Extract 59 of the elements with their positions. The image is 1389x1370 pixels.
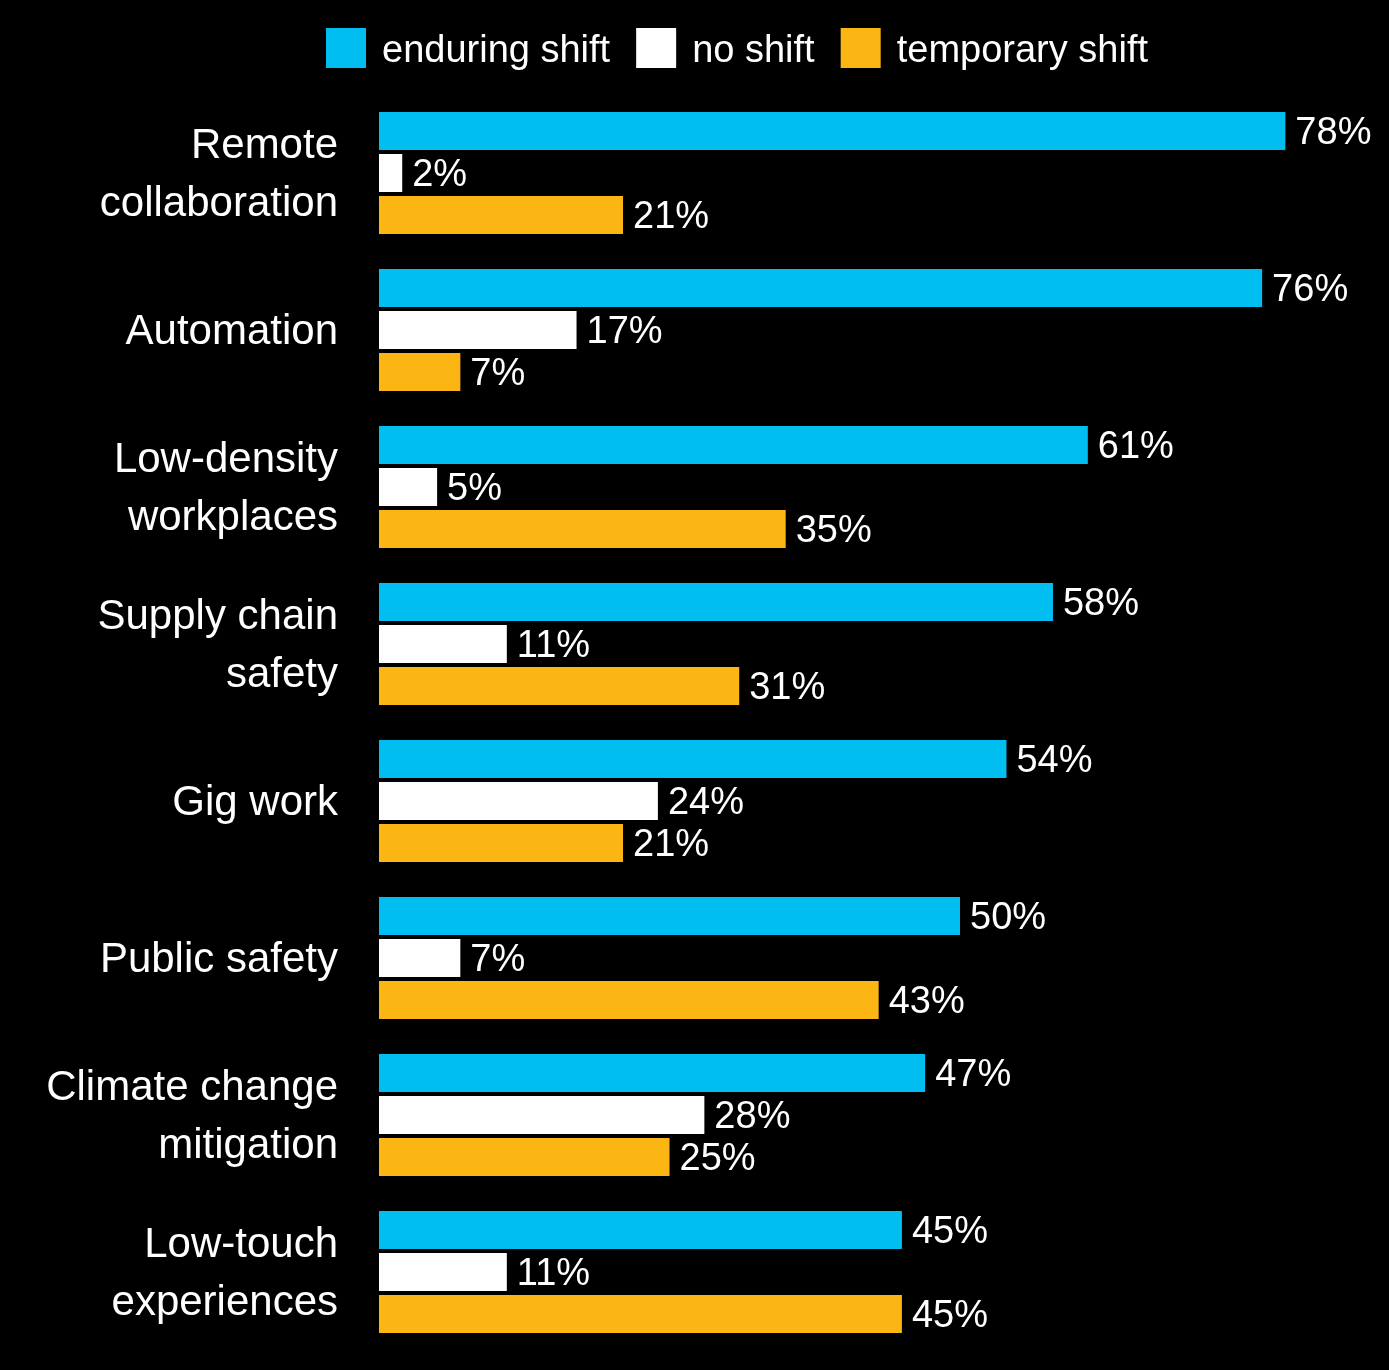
bar: [379, 468, 438, 506]
bar: [379, 583, 1053, 621]
y-tick-label: Remote collaboration: [88, 120, 338, 225]
bar: [379, 625, 507, 663]
data-label: 31%: [749, 665, 826, 707]
data-label: 17%: [586, 309, 663, 351]
bar: [379, 1054, 926, 1092]
bar: [379, 1211, 902, 1249]
data-label: 25%: [679, 1136, 756, 1178]
y-tick-label: Public safety: [99, 934, 338, 981]
data-label: 2%: [412, 152, 468, 194]
y-tick-label: Climate change mitigation: [46, 1062, 338, 1167]
y-tick-label: Low-touch experiences: [99, 1219, 338, 1324]
bar: [379, 824, 624, 862]
y-tick-label: Gig work: [172, 777, 339, 824]
y-tick-label: Automation: [125, 306, 338, 353]
bar: [379, 1253, 507, 1291]
y-tick-label: Low-density workplaces: [113, 434, 338, 539]
data-label: 21%: [633, 194, 710, 236]
bar: [379, 939, 461, 977]
data-label: 24%: [667, 780, 744, 822]
bar: [379, 782, 658, 820]
data-label: 54%: [1016, 738, 1093, 780]
legend-label: no shift: [692, 28, 816, 70]
y-tick-label: Supply chain safety: [97, 591, 338, 696]
bar: [379, 667, 740, 705]
data-label: 76%: [1272, 267, 1349, 309]
data-label: 7%: [470, 351, 526, 393]
bar: [379, 1138, 670, 1176]
data-label: 47%: [935, 1052, 1012, 1094]
bar: [379, 981, 879, 1019]
bar: [379, 426, 1088, 464]
data-label: 28%: [714, 1094, 791, 1136]
data-label: 45%: [911, 1293, 988, 1335]
bar: [379, 154, 403, 192]
bar: [379, 311, 577, 349]
data-label: 61%: [1097, 424, 1174, 466]
data-label: 11%: [516, 1251, 591, 1293]
data-label: 58%: [1062, 581, 1140, 623]
bar: [379, 112, 1286, 150]
data-label: 35%: [795, 508, 872, 550]
bar: [379, 196, 624, 234]
bar: [379, 510, 786, 548]
bar: [379, 353, 461, 391]
bar: [379, 1096, 705, 1134]
legend-label: enduring shift: [382, 28, 611, 70]
data-label: 7%: [470, 937, 526, 979]
bar: [379, 897, 960, 935]
legend-label: temporary shift: [896, 28, 1149, 70]
data-label: 50%: [970, 895, 1047, 937]
data-label: 21%: [633, 822, 710, 864]
data-label: 45%: [911, 1209, 988, 1251]
data-label: 43%: [888, 979, 965, 1021]
bar: [379, 740, 1007, 778]
data-label: 78%: [1295, 110, 1372, 152]
bar: [379, 269, 1263, 307]
data-label: 5%: [447, 466, 503, 508]
bar: [379, 1295, 902, 1333]
data-label: 11%: [516, 623, 591, 665]
